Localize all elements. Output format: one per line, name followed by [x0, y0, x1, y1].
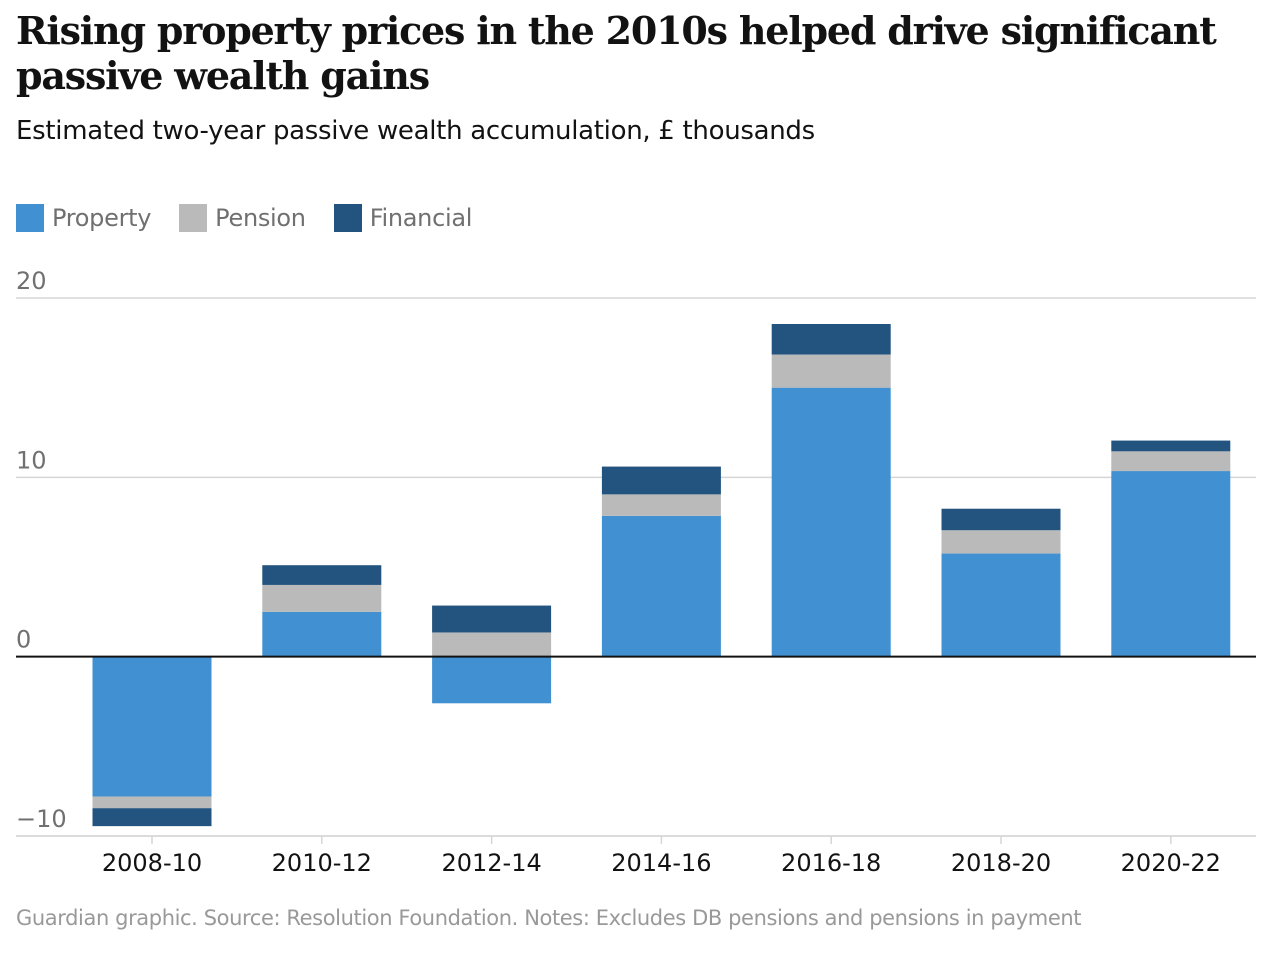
x-tick-label: 2010-12	[272, 849, 372, 877]
bar-property-2012-14	[432, 656, 552, 704]
y-tick-label: 20	[16, 267, 47, 295]
x-tick-label: 2008-10	[102, 849, 202, 877]
x-tick-label: 2018-20	[951, 849, 1051, 877]
legend: Property Pension Financial	[16, 204, 500, 232]
bar-property-2008-10	[92, 656, 212, 797]
bar-financial-2010-12	[262, 565, 382, 585]
bar-pension-2010-12	[262, 584, 382, 612]
x-tick-label: 2014-16	[611, 849, 711, 877]
y-tick-label: 10	[16, 446, 47, 474]
legend-label-financial: Financial	[369, 204, 473, 232]
x-tick-label: 2020-22	[1121, 849, 1221, 877]
bar-property-2018-20	[941, 553, 1061, 657]
chart-title: Rising property prices in the 2010s help…	[16, 8, 1217, 98]
legend-swatch-financial	[333, 204, 362, 232]
bar-pension-2020-22	[1111, 451, 1231, 472]
bar-financial-2020-22	[1111, 440, 1231, 452]
x-tick-label: 2012-14	[441, 849, 541, 877]
legend-label-property: Property	[52, 204, 152, 232]
bar-pension-2014-16	[601, 494, 721, 516]
axes: 20 10 0 −10 2008-10 2010-12 2012-14 2014-16 2016…	[16, 267, 1256, 877]
bar-financial-2014-16	[601, 466, 721, 495]
y-tick-label: −10	[16, 805, 67, 833]
bar-financial-2018-20	[941, 508, 1061, 531]
legend-label-pension: Pension	[215, 204, 306, 232]
legend-item-pension: Pension	[179, 204, 306, 232]
bar-property-2010-12	[262, 611, 382, 657]
bar-financial-2012-14	[432, 605, 552, 633]
chart-subtitle: Estimated two-year passive wealth accumu…	[16, 116, 815, 146]
legend-swatch-pension	[179, 204, 208, 232]
x-tick-label: 2016-18	[781, 849, 881, 877]
bar-financial-2008-10	[92, 808, 212, 827]
legend-item-property: Property	[16, 204, 151, 232]
bar-financial-2016-18	[771, 324, 891, 355]
y-tick-label: 0	[16, 626, 31, 654]
bar-pension-2018-20	[941, 530, 1061, 554]
bar-pension-2012-14	[432, 632, 552, 657]
bar-pension-2008-10	[92, 796, 212, 809]
legend-swatch-property	[16, 204, 44, 232]
bars	[92, 324, 1231, 827]
bar-property-2016-18	[771, 387, 891, 657]
legend-item-financial: Financial	[333, 204, 473, 232]
bar-pension-2016-18	[771, 354, 891, 388]
bar-property-2014-16	[601, 515, 721, 657]
source-note: Guardian graphic. Source: Resolution Fou…	[16, 906, 1082, 930]
bar-property-2020-22	[1111, 471, 1231, 657]
